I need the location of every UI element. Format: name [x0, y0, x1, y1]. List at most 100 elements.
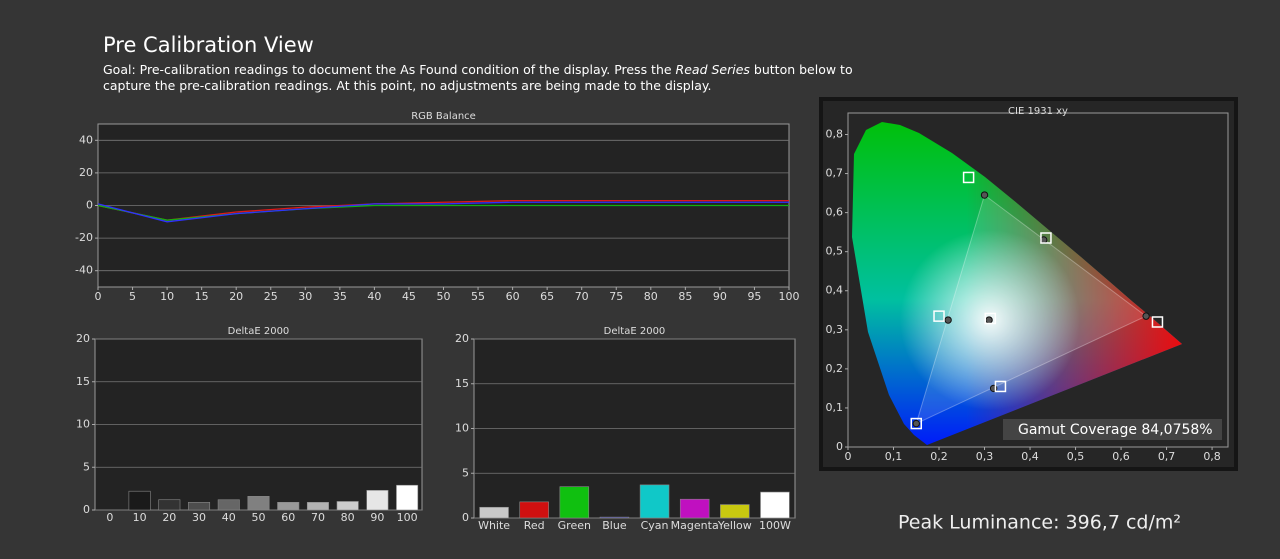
x-tick-label: 0	[95, 290, 102, 303]
x-tick-label: 40	[222, 511, 236, 524]
y-tick-label: 15	[76, 375, 90, 388]
x-tick-label: 80	[644, 290, 658, 303]
bar	[679, 498, 710, 519]
chart-title: DeltaE 2000	[604, 326, 666, 337]
gamut-triangle	[915, 194, 1148, 425]
bar	[188, 502, 211, 511]
y-tick-label: 5	[462, 466, 469, 479]
y-tick-label: 5	[83, 460, 90, 473]
x-tick-label: 0	[845, 450, 852, 463]
bar	[336, 501, 359, 511]
x-tick-label: 30	[298, 290, 312, 303]
target-point	[933, 310, 945, 322]
target-point	[984, 312, 997, 325]
y-tick-label: 40	[79, 133, 93, 146]
x-tick-label: 90	[370, 511, 384, 524]
y-tick-label: 0	[86, 199, 93, 212]
x-tick-label: 45	[402, 290, 416, 303]
x-tick-label: 85	[678, 290, 692, 303]
x-tick-label: 20	[229, 290, 243, 303]
target-point	[1040, 232, 1052, 244]
measured-point	[944, 316, 952, 324]
bar	[760, 491, 790, 519]
y-tick-label: 0,7	[826, 167, 844, 180]
y-tick-label: 0	[83, 503, 90, 516]
bar	[639, 484, 670, 519]
bar	[599, 516, 630, 519]
annotation: Gamut Coverage 84,0758%	[1018, 422, 1213, 438]
bar	[128, 490, 151, 511]
page-title: Pre Calibration View	[103, 33, 314, 57]
bar	[559, 486, 590, 519]
x-tick-label: 80	[341, 511, 355, 524]
y-tick-label: 10	[76, 418, 90, 431]
x-tick-label: 5	[129, 290, 136, 303]
measured-point	[985, 316, 993, 324]
x-tick-label: 50	[437, 290, 451, 303]
x-tick-label: Green	[558, 519, 591, 532]
x-tick-label: 100	[779, 290, 800, 303]
x-tick-label: 25	[264, 290, 278, 303]
y-tick-label: 0,2	[826, 362, 844, 375]
y-tick-label: 20	[455, 332, 469, 345]
y-tick-label: 0,1	[826, 401, 844, 414]
y-tick-label: 0,4	[826, 284, 844, 297]
x-tick-label: 35	[333, 290, 347, 303]
x-tick-label: 0,2	[930, 450, 948, 463]
x-tick-label: 70	[311, 511, 325, 524]
x-tick-label: Cyan	[641, 519, 669, 532]
x-tick-label: 0	[106, 511, 113, 524]
x-tick-label: 10	[133, 511, 147, 524]
goal-button-name: Read Series	[675, 62, 750, 77]
target-point	[1151, 316, 1164, 328]
y-tick-label: 0	[462, 511, 469, 524]
y-tick-label: 20	[76, 332, 90, 345]
y-tick-label: 0	[836, 440, 843, 453]
y-tick-label: -40	[75, 264, 93, 277]
x-tick-label: 20	[162, 511, 176, 524]
chart-title: RGB Balance	[411, 111, 476, 122]
y-tick-label: 0,5	[826, 245, 844, 258]
chart-title: CIE 1931 xy	[1008, 106, 1068, 117]
y-tick-label: 0,6	[826, 206, 844, 219]
x-tick-label: 95	[747, 290, 761, 303]
x-tick-label: 10	[160, 290, 174, 303]
bar	[396, 484, 419, 511]
x-tick-label: 90	[713, 290, 727, 303]
x-tick-label: 65	[540, 290, 554, 303]
x-tick-label: 15	[195, 290, 209, 303]
bar	[479, 506, 509, 519]
x-tick-label: Yellow	[717, 519, 752, 532]
y-tick-label: -20	[75, 231, 93, 244]
y-tick-label: 10	[455, 422, 469, 435]
x-tick-label: 55	[471, 290, 485, 303]
x-tick-label: 50	[252, 511, 266, 524]
bar	[247, 496, 270, 511]
x-tick-label: 0,5	[1067, 450, 1085, 463]
x-tick-label: Blue	[602, 519, 627, 532]
x-tick-label: 0,4	[1021, 450, 1039, 463]
bar	[277, 502, 300, 511]
x-tick-label: 30	[192, 511, 206, 524]
annotation-box	[1003, 419, 1222, 440]
bar	[306, 502, 329, 511]
series-line	[97, 201, 789, 223]
bar	[519, 501, 549, 519]
target-point	[962, 171, 975, 184]
x-tick-label: Magenta	[671, 519, 719, 532]
target-point	[910, 417, 923, 430]
series-line	[97, 199, 789, 221]
x-tick-label: 0,3	[976, 450, 994, 463]
y-tick-label: 0,8	[826, 127, 844, 140]
bar	[720, 504, 750, 519]
x-tick-label: White	[478, 519, 510, 532]
x-tick-label: 100W	[759, 519, 791, 532]
x-tick-label: 0,8	[1203, 450, 1221, 463]
bar	[158, 499, 181, 511]
x-tick-label: 0,7	[1158, 450, 1176, 463]
x-tick-label: 40	[367, 290, 381, 303]
bar	[217, 499, 240, 511]
x-tick-label: 0,1	[885, 450, 903, 463]
